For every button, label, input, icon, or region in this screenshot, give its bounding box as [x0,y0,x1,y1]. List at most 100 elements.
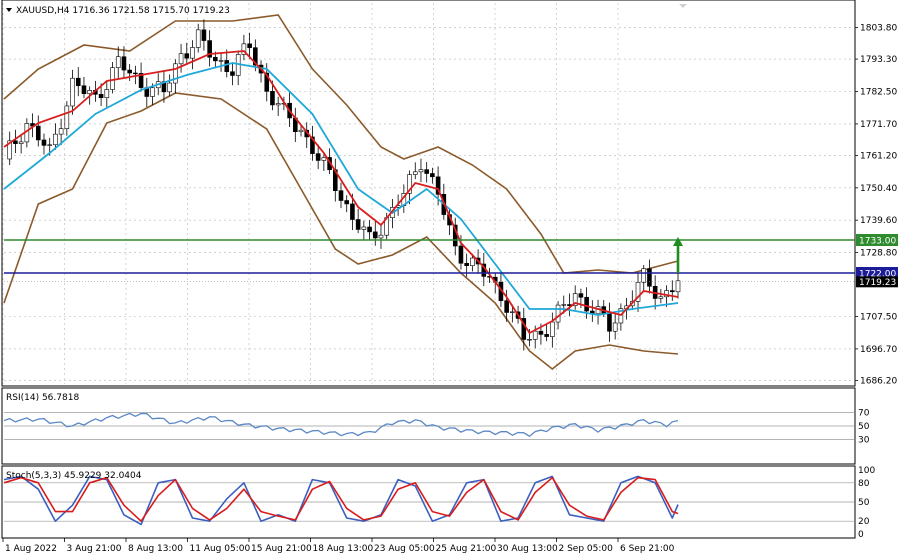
time-tick-label-7: 25 Aug 21:00 [436,544,497,554]
price-tick-label-2: 1782.50 [860,88,897,98]
candle-body-8 [47,144,52,146]
price-tag-label-0: 1733.00 [859,237,896,247]
candle-body-89 [510,311,515,313]
price-tick-label-7: 1728.80 [860,249,897,259]
candle-body-76 [435,176,441,195]
candle-body-75 [430,173,435,178]
candle-body-36 [207,40,212,58]
price-tag-1 [856,267,898,279]
candle-body-80 [458,245,464,264]
chart-shift-marker-icon[interactable] [679,4,687,8]
candle-body-54 [310,136,315,154]
candle-body-44 [253,47,258,66]
candle-body-39 [224,60,230,73]
stoch-tick-label-1: 80 [858,479,870,489]
ma-fast-line [3,50,679,335]
stoch-tick-label-4: 0 [858,530,864,540]
candle-body-63 [361,226,367,230]
candle-body-17 [98,93,104,99]
collapse-triangle-icon[interactable] [6,8,12,12]
candle-body-15 [87,90,92,95]
candle-body-38 [218,60,224,62]
candle-body-113 [647,268,652,287]
candle-body-71 [407,174,412,194]
price-tick-label-6: 1739.60 [860,216,897,226]
candle-body-23 [133,72,138,75]
candle-body-33 [190,47,195,59]
candle-body-116 [664,290,669,298]
candle-body-52 [298,129,304,133]
candle-body-30 [173,63,178,84]
stoch-tick-label-0: 100 [858,466,875,476]
price-tick-label-3: 1771.70 [860,120,897,130]
rsi-indicator [3,412,679,437]
price-tick-label-1: 1793.30 [860,55,897,65]
candle-body-112 [641,268,647,283]
rsi-tick-label-2: 30 [858,436,870,446]
rsi-title: RSI(14) 56.7818 [6,393,79,403]
candle-body-13 [75,77,81,87]
candle-body-10 [58,128,64,135]
candle-body-93 [532,330,538,340]
main-panel-border [1,0,856,387]
price-axis: 1803.80 1793.30 1782.50 1771.70 1761.20 1750.… [855,24,897,540]
candle-body-106 [607,313,612,332]
main-grid [2,3,855,384]
candle-body-91 [521,318,527,340]
time-tick-label-8: 30 Aug 13:00 [497,544,558,554]
candle-body-64 [367,226,372,233]
candle-body-74 [424,169,429,174]
stoch-indicator [3,475,679,526]
candle-body-35 [201,29,207,41]
candle-body-7 [41,139,47,146]
candle-body-111 [635,281,641,302]
stoch-main-line [3,475,679,526]
candle-body-19 [110,67,115,90]
candle-body-62 [355,219,361,230]
price-tag-0 [856,234,898,246]
price-tick-label-9: 1696.70 [860,345,897,355]
candle-body-40 [230,71,235,76]
rsi-tick-label-0: 70 [858,408,870,418]
candle-body-102 [584,296,589,312]
price-tick-label-5: 1750.40 [860,184,897,194]
price-tick-label-0: 1803.80 [860,24,897,34]
bollinger-lower-line [3,92,679,371]
stoch-tick-label-2: 50 [858,498,870,508]
candle-body-22 [127,69,132,74]
candle-body-24 [138,73,144,88]
candle-body-98 [561,304,567,306]
candle-body-6 [35,125,41,141]
price-tag-label-1: 1722.00 [859,270,896,280]
current-price-label: 1719.23 [859,278,896,288]
candle-body-118 [675,280,681,293]
candle-body-96 [550,321,555,337]
candle-body-56 [321,157,327,161]
candle-body-82 [470,257,475,266]
candle-body-61 [350,203,355,220]
ma-slow-line [3,62,679,316]
symbol-title: XAUUSD,H4 1716.36 1721.58 1715.70 1719.2… [16,6,230,16]
candle-body-100 [572,293,578,306]
current-price-tag [856,276,898,288]
price-tick-label-4: 1761.20 [860,151,897,161]
price-tick-label-8: 1707.50 [860,313,897,323]
time-tick-label-4: 15 Aug 21:00 [251,544,312,554]
candle-body-26 [150,87,155,97]
candle-body-1 [7,140,13,160]
candle-body-88 [504,300,509,313]
candle-body-20 [115,56,121,68]
candle-body-97 [555,304,561,323]
candle-body-72 [412,171,418,175]
candle-body-21 [121,56,127,71]
candle-body-3 [18,141,24,144]
candle-body-115 [658,296,664,299]
candle-body-14 [81,85,87,95]
time-tick-label-9: 2 Sep 05:00 [559,544,614,554]
candle-body-42 [241,43,247,55]
candle-body-11 [64,105,70,129]
moving-averages [3,50,679,335]
